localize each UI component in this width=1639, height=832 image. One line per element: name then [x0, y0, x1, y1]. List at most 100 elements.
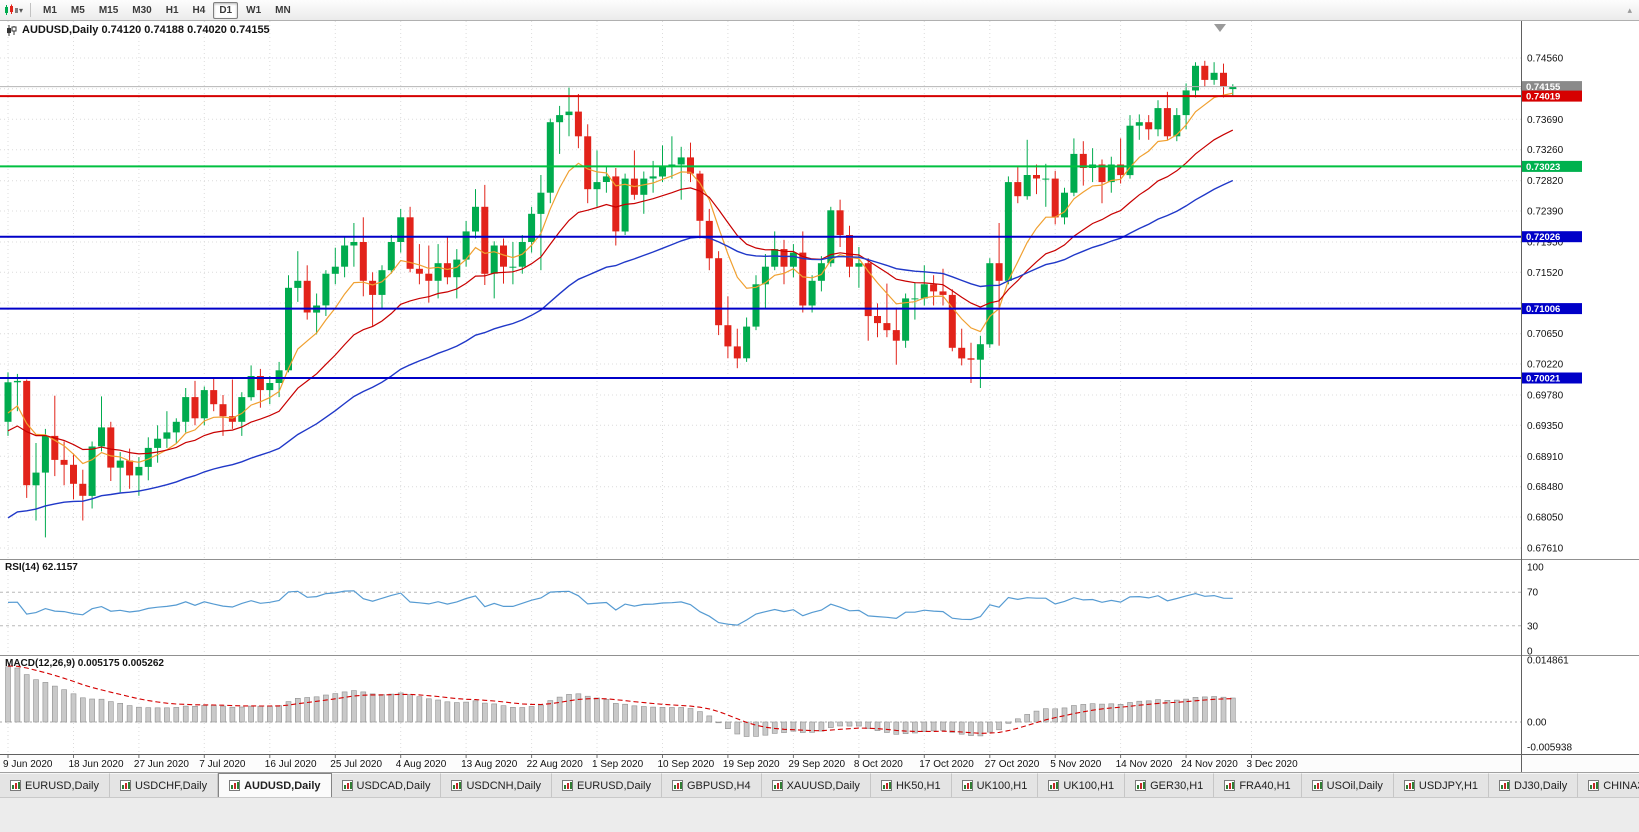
chart-region: 0.74560 0.73690 0.73260 0.72820 0.72390 0.719…: [0, 21, 1639, 772]
timeframe-button-m5[interactable]: M5: [70, 4, 85, 16]
timeframe-button-h4[interactable]: H4: [192, 4, 206, 16]
chart-tab-icon: [1135, 780, 1147, 791]
time-axis[interactable]: 9 Jun 2020 18 Jun 2020 27 Jun 2020 7 Jul 20…: [0, 754, 1639, 772]
chart-tab-icon: [562, 780, 574, 791]
tab-usdchf-daily[interactable]: USDCHF,Daily: [109, 773, 219, 797]
timeframe-button-d1[interactable]: D1: [213, 1, 239, 19]
svg-text:10 Sep 2020: 10 Sep 2020: [658, 759, 715, 770]
svg-text:0.68050: 0.68050: [1527, 513, 1564, 524]
timeframe-button-m15[interactable]: M15: [98, 4, 119, 16]
tab-label: EURUSD,Daily: [25, 779, 99, 792]
tab-eurusd-daily[interactable]: EURUSD,Daily: [552, 773, 662, 797]
macd-indicator-panel[interactable]: 0.014861 0.00 -0.005938: [0, 655, 1639, 754]
svg-text:0.74019: 0.74019: [1526, 92, 1560, 103]
tab-label: UK100,H1: [976, 779, 1028, 792]
tab-china300-h1[interactable]: CHINA300,H1: [1578, 773, 1639, 797]
svg-text:0.00: 0.00: [1527, 718, 1547, 729]
svg-text:0.68480: 0.68480: [1527, 482, 1564, 493]
tab-label: USDCNH,Daily: [466, 779, 542, 792]
rsi-indicator-panel[interactable]: 100 70 30 0: [0, 559, 1639, 655]
tab-label: HK50,H1: [895, 779, 941, 792]
timeframe-button-h1[interactable]: H1: [165, 4, 179, 16]
tab-uk100-h1[interactable]: UK100,H1: [951, 773, 1039, 797]
chart-tab-icon: [229, 780, 241, 791]
svg-text:0.72026: 0.72026: [1526, 232, 1560, 243]
chart-tab-icon: [880, 780, 892, 791]
svg-text:17 Oct 2020: 17 Oct 2020: [919, 759, 974, 770]
tab-fra40-h1[interactable]: FRA40,H1: [1214, 773, 1302, 797]
svg-text:-0.005938: -0.005938: [1527, 742, 1572, 753]
svg-text:0.69780: 0.69780: [1527, 391, 1564, 402]
svg-text:1 Sep 2020: 1 Sep 2020: [592, 759, 644, 770]
tab-eurusd-daily[interactable]: EURUSD,Daily: [0, 773, 110, 797]
tab-usoil-daily[interactable]: USOil,Daily: [1301, 773, 1394, 797]
svg-text:13 Aug 2020: 13 Aug 2020: [461, 759, 518, 770]
svg-text:0.74560: 0.74560: [1527, 54, 1564, 65]
chart-type-icon[interactable]: [4, 4, 18, 16]
svg-text:27 Oct 2020: 27 Oct 2020: [985, 759, 1040, 770]
tab-hk50-h1[interactable]: HK50,H1: [870, 773, 952, 797]
tab-uk100-h1[interactable]: UK100,H1: [1038, 773, 1126, 797]
tab-usdcad-daily[interactable]: USDCAD,Daily: [331, 773, 442, 797]
timeframe-button-mn[interactable]: MN: [275, 4, 291, 16]
tab-xauusd-daily[interactable]: XAUUSD,Daily: [761, 773, 871, 797]
svg-text:4 Aug 2020: 4 Aug 2020: [396, 759, 447, 770]
svg-text:0.71006: 0.71006: [1526, 304, 1560, 315]
svg-text:0.73260: 0.73260: [1527, 145, 1564, 156]
timeframe-toolbar: ▾ M1 M5 M15 M30 H1 H4 D1 W1 MN ▴: [0, 0, 1639, 21]
chart-tab-icon: [961, 780, 973, 791]
status-bar: [0, 797, 1639, 832]
svg-text:14 Nov 2020: 14 Nov 2020: [1116, 759, 1173, 770]
chart-tab-bar: EURUSD,Daily USDCHF,Daily AUDUSD,Daily USDC…: [0, 772, 1639, 797]
svg-text:0.014861: 0.014861: [1527, 656, 1569, 667]
svg-text:18 Jun 2020: 18 Jun 2020: [69, 759, 124, 770]
tab-label: CHINA300,H1: [1603, 779, 1639, 792]
chart-title: AUDUSD,Daily 0.74120 0.74188 0.74020 0.7…: [6, 24, 270, 36]
chart-tab-icon: [119, 780, 131, 791]
timeframe-buttons: M1 M5 M15 M30 H1 H4 D1 W1 MN: [36, 1, 298, 19]
chart-tab-icon: [10, 780, 21, 791]
timeframe-button-m1[interactable]: M1: [43, 4, 57, 16]
tab-gbpusd-h4[interactable]: GBPUSD,H4: [662, 773, 762, 797]
svg-text:0.67610: 0.67610: [1527, 544, 1564, 555]
svg-text:19 Sep 2020: 19 Sep 2020: [723, 759, 780, 770]
price-chart-panel[interactable]: 0.74560 0.73690 0.73260 0.72820 0.72390 0.719…: [0, 21, 1639, 559]
timeframe-button-m30[interactable]: M30: [132, 4, 152, 16]
tab-label: GBPUSD,H4: [687, 779, 751, 792]
svg-text:3 Dec 2020: 3 Dec 2020: [1247, 759, 1299, 770]
chart-tab-icon: [341, 780, 353, 791]
tab-label: GER30,H1: [1150, 779, 1204, 792]
tab-label: EURUSD,Daily: [577, 779, 651, 792]
chart-tab-icon: [1224, 780, 1236, 791]
tab-label: XAUUSD,Daily: [786, 779, 860, 792]
svg-text:27 Jun 2020: 27 Jun 2020: [134, 759, 189, 770]
tab-dj30-daily[interactable]: DJ30,Daily: [1489, 773, 1579, 797]
tab-label: USDCHF,Daily: [134, 779, 208, 792]
tab-label: USDJPY,H1: [1418, 779, 1479, 792]
svg-text:0.70220: 0.70220: [1527, 360, 1564, 371]
chevron-down-icon[interactable]: ▾: [19, 5, 24, 15]
svg-text:70: 70: [1527, 588, 1539, 599]
svg-text:0.73023: 0.73023: [1526, 162, 1560, 173]
svg-text:8 Oct 2020: 8 Oct 2020: [854, 759, 903, 770]
chart-tab-icon: [1311, 780, 1323, 791]
svg-text:0.68910: 0.68910: [1527, 452, 1564, 463]
svg-text:0.71950: 0.71950: [1527, 238, 1564, 249]
tab-label: USDCAD,Daily: [356, 779, 431, 792]
chart-tab-icon: [1048, 780, 1060, 791]
toolbar-collapse-icon[interactable]: ▴: [1627, 4, 1632, 15]
svg-text:0.70021: 0.70021: [1526, 374, 1561, 385]
tab-label: USOil,Daily: [1326, 779, 1383, 792]
chart-tab-icon: [672, 780, 683, 791]
tab-usdcnh-daily[interactable]: USDCNH,Daily: [441, 773, 553, 797]
svg-text:5 Nov 2020: 5 Nov 2020: [1050, 759, 1102, 770]
tab-usdjpy-h1[interactable]: USDJPY,H1: [1393, 773, 1490, 797]
svg-text:16 Jul 2020: 16 Jul 2020: [265, 759, 317, 770]
timeframe-button-w1[interactable]: W1: [246, 4, 262, 16]
tab-ger30-h1[interactable]: GER30,H1: [1125, 773, 1215, 797]
candlestick-icon: [6, 24, 17, 36]
tab-audusd-daily[interactable]: AUDUSD,Daily: [218, 773, 332, 797]
svg-text:25 Jul 2020: 25 Jul 2020: [330, 759, 382, 770]
svg-text:7 Jul 2020: 7 Jul 2020: [199, 759, 246, 770]
